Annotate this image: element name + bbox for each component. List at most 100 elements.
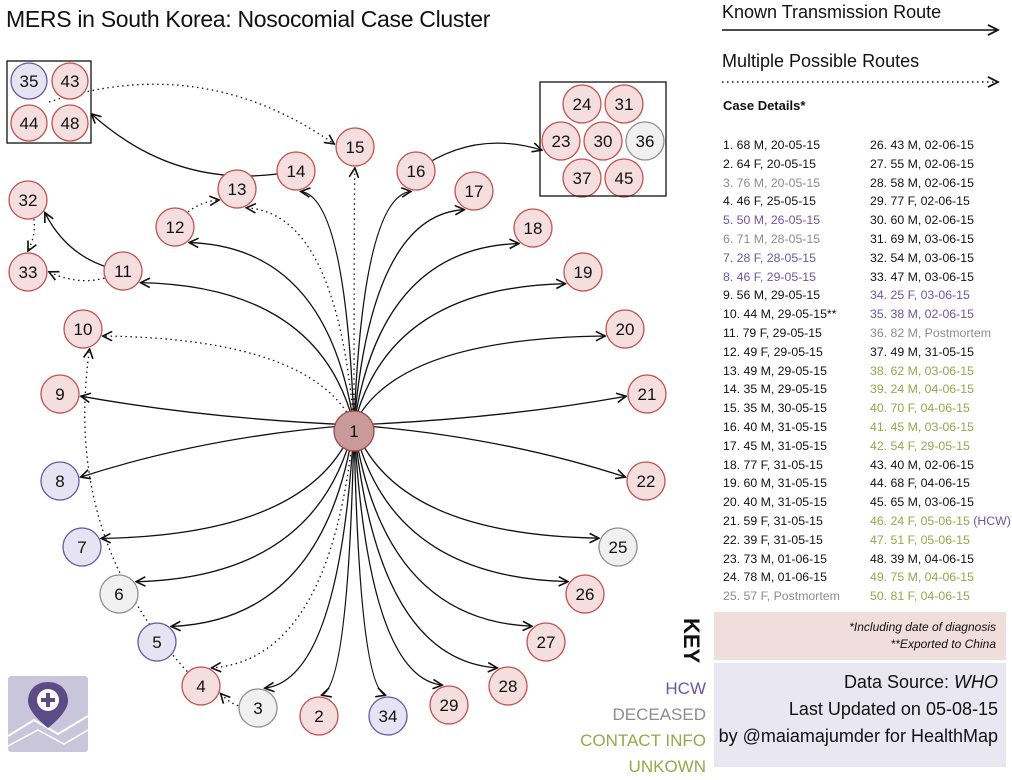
known-route-1-27 — [353, 424, 532, 626]
case-node-label: 35 — [20, 72, 39, 91]
known-route-1-21 — [353, 396, 626, 426]
case-node-label: 19 — [574, 263, 593, 282]
case-detail-item: 19. 60 M, 31-05-15 — [723, 476, 827, 491]
case-node-28: 28 — [488, 666, 528, 706]
case-node-17: 17 — [454, 171, 494, 211]
case-node-circle — [625, 121, 665, 161]
case-detail-item: 45. 65 M, 03-06-15 — [870, 495, 974, 510]
case-detail-item: 40. 70 F, 04-06-15 — [870, 401, 970, 416]
case-detail-item: 21. 59 F, 31-05-15 — [723, 513, 823, 528]
multiple-route-label: Multiple Possible Routes — [722, 51, 920, 71]
case-node-25: 25 — [598, 527, 638, 567]
case-node-circle — [99, 574, 139, 614]
case-node-circle — [40, 374, 80, 414]
case-node-43: 43 — [51, 62, 89, 100]
case-node-48: 48 — [51, 104, 89, 142]
case-node-label: 25 — [609, 538, 628, 557]
known-route-1-11 — [140, 283, 355, 426]
known-route-label: Known Transmission Route — [722, 2, 942, 22]
case-node-13: 13 — [217, 169, 257, 209]
case-node-circle — [51, 104, 89, 142]
case-detail-item: 50. 81 F, 04-06-15 — [870, 589, 970, 604]
case-detail-item: 30. 60 M, 02-06-15 — [870, 213, 974, 228]
healthmap-logo[interactable] — [7, 676, 89, 752]
case-node-20: 20 — [605, 309, 645, 349]
case-detail-item: 33. 47 M, 03-06-15 — [870, 269, 974, 284]
case-node-label: 43 — [61, 72, 80, 91]
case-detail-item: 27. 55 M, 02-06-15 — [870, 156, 974, 171]
known-route-1-17 — [353, 210, 464, 426]
case-node-8: 8 — [40, 461, 80, 501]
case-node-label: 33 — [19, 263, 38, 282]
known-route-1-34 — [353, 424, 386, 695]
case-node-circle — [583, 121, 623, 161]
case-node-label: 24 — [573, 95, 592, 114]
case-node-4: 4 — [181, 666, 221, 706]
case-node-label: 21 — [638, 385, 657, 404]
case-node-label: 1 — [349, 422, 358, 441]
case-detail-item: 2. 64 F, 20-05-15 — [723, 156, 816, 171]
case-node-29: 29 — [429, 685, 469, 725]
case-node-circle — [155, 207, 195, 247]
case-detail-item: 49. 75 M, 04-06-15 — [870, 570, 974, 585]
case-detail-item: 18. 77 F, 31-05-15 — [723, 457, 823, 472]
case-detail-item: 43. 40 M, 02-06-15 — [870, 457, 974, 472]
possible-route-1-13 — [246, 208, 355, 426]
case-node-label: 48 — [61, 114, 80, 133]
known-route-1-22 — [353, 424, 625, 477]
case-details-title: Case Details* — [723, 98, 806, 113]
case-node-27: 27 — [526, 622, 566, 662]
case-detail-item: 20. 40 M, 31-05-15 — [723, 495, 827, 510]
case-node-36: 36 — [625, 121, 665, 161]
case-node-circle — [299, 696, 339, 736]
case-detail-item: 24. 78 M, 01-06-15 — [723, 570, 827, 585]
case-detail-item: 15. 35 M, 30-05-15 — [723, 401, 827, 416]
case-node-circle — [396, 151, 436, 191]
case-details-right-column: 26. 43 M, 02-06-15 27. 55 M, 02-06-15 28. … — [870, 136, 1012, 606]
known-route-1-25 — [353, 424, 599, 538]
known-route-1-26 — [353, 424, 568, 582]
known-route-1-3 — [265, 424, 355, 688]
known-route-1-28 — [353, 424, 497, 668]
case-node-label: 30 — [594, 132, 613, 151]
case-node-1: 1 — [333, 410, 375, 452]
case-node-21: 21 — [627, 374, 667, 414]
cluster-a-box — [6, 60, 92, 144]
case-node-12: 12 — [155, 207, 195, 247]
case-node-circle — [526, 622, 566, 662]
case-detail-item: 6. 71 M, 28-05-15 — [723, 231, 821, 246]
case-detail-item: 28. 58 M, 02-06-15 — [870, 175, 974, 190]
case-node-circle — [137, 622, 177, 662]
nodes-layer: 1234567891011121314151617181920212225262… — [8, 62, 667, 736]
case-detail-item: 12. 49 F, 29-05-15 — [723, 344, 823, 359]
case-node-label: 20 — [616, 320, 635, 339]
case-node-label: 37 — [573, 169, 592, 188]
case-node-label: 11 — [114, 262, 132, 281]
case-node-10: 10 — [63, 309, 103, 349]
case-node-19: 19 — [563, 252, 603, 292]
case-node-18: 18 — [513, 208, 553, 248]
case-node-label: 32 — [19, 191, 38, 210]
case-node-35: 35 — [10, 62, 48, 100]
case-node-11: 11 — [103, 251, 143, 291]
case-node-circle — [605, 309, 645, 349]
known-route-1-19 — [353, 284, 566, 426]
case-detail-item: 32. 54 M, 03-06-15 — [870, 250, 974, 265]
case-detail-item: 3. 76 M, 20-05-15 — [723, 175, 821, 190]
case-details-left-column: 1. 68 M, 20-05-15 2. 64 F, 20-05-15 3. 76 … — [723, 136, 883, 606]
case-detail-item: 11. 79 F, 29-05-15 — [723, 325, 822, 340]
case-node-7: 7 — [62, 527, 102, 567]
case-node-circle — [541, 121, 581, 161]
legend-hcw: HCW — [665, 679, 706, 698]
case-node-label: 22 — [637, 472, 656, 491]
case-node-31: 31 — [604, 84, 644, 124]
known-route-1-12 — [189, 243, 355, 426]
case-node-label: 13 — [228, 180, 247, 199]
case-node-circle — [103, 251, 143, 291]
case-node-6: 6 — [99, 574, 139, 614]
case-detail-item: 23. 73 M, 01-06-15 — [723, 551, 827, 566]
possible-route-1-15 — [354, 168, 355, 426]
case-detail-item: 46. 24 F, 05-06-15 (HCW) — [870, 513, 1011, 528]
case-node-circle — [604, 84, 644, 124]
known-route-1-8 — [81, 424, 355, 477]
